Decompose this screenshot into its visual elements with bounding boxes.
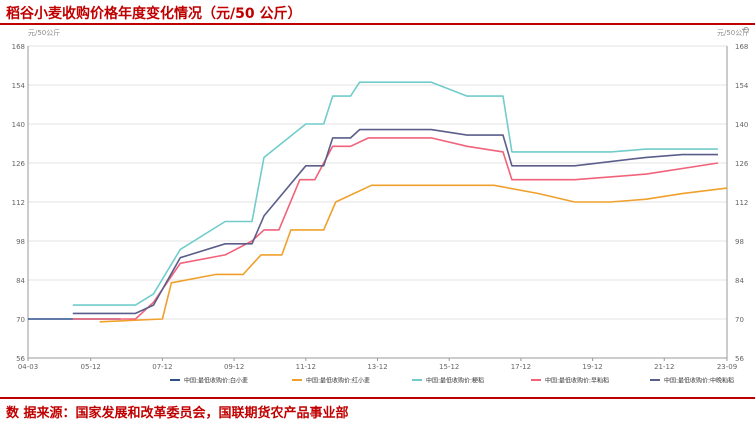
y-tick-label-right: 140 xyxy=(735,121,748,129)
title-bar: 稻谷小麦收购价格年度变化情况（元/50 公斤） xyxy=(0,0,755,25)
x-tick-labels: 04-03 05-12 07-12 09-12 11-12 13-12 15-12 17-12… xyxy=(18,358,737,371)
y-tick-label-left: 84 xyxy=(16,277,25,285)
y-tick-label-right: 154 xyxy=(735,82,749,90)
series-lines xyxy=(28,81,728,323)
y-tick-label-left: 112 xyxy=(12,199,25,207)
left-tick-labels: 56 70 84 98 112 126 140 154 168 xyxy=(12,43,26,363)
y-tick-label-left: 98 xyxy=(16,238,25,246)
title-rule xyxy=(0,23,755,25)
x-tick-label: 09-12 xyxy=(224,363,244,371)
x-tick-label: 07-12 xyxy=(152,363,172,371)
footer-rule xyxy=(0,397,755,399)
series-line-4 xyxy=(72,137,719,320)
y-tick-label-right: 168 xyxy=(735,43,748,51)
y-tick-label-right: 56 xyxy=(735,355,744,363)
gridlines xyxy=(28,45,727,359)
line-chart: 元/50公斤 元/50公斤 56 70 84 98 112 126 140 154 168 56… xyxy=(12,28,750,385)
x-tick-label: 04-03 xyxy=(18,363,38,371)
x-tick-label: 23-09 xyxy=(717,363,737,371)
x-tick-label: 13-12 xyxy=(367,363,387,371)
y-tick-label-right: 112 xyxy=(735,199,748,207)
legend-label-5: 中国:最低收购价:中晚籼稻 xyxy=(664,377,734,385)
legend-label-2: 中国:最低收购价:红小麦 xyxy=(306,377,370,385)
x-tick-label: 15-12 xyxy=(439,363,459,371)
left-axis-unit: 元/50公斤 xyxy=(28,28,60,37)
y-tick-label-left: 154 xyxy=(12,82,26,90)
y-tick-label-left: 70 xyxy=(16,316,25,324)
y-tick-label-right: 70 xyxy=(735,316,744,324)
series-line-2 xyxy=(99,184,728,323)
legend: 中国:最低收购价:白小麦 中国:最低收购价:红小麦 中国:最低收购价:粳稻 中国:最低… xyxy=(170,377,734,385)
series-line-3 xyxy=(72,81,718,306)
y-tick-label-right: 126 xyxy=(735,160,749,168)
y-tick-label-right: 98 xyxy=(735,238,744,246)
chart-title: 稻谷小麦收购价格年度变化情况（元/50 公斤） xyxy=(6,6,302,22)
chart-area: 元/50公斤 元/50公斤 56 70 84 98 112 126 140 154 168 56… xyxy=(0,25,755,395)
legend-label-1: 中国:最低收购价:白小麦 xyxy=(184,377,248,385)
y-tick-label-left: 140 xyxy=(12,121,25,129)
y-tick-label-left: 126 xyxy=(12,160,26,168)
y-tick-label-left: 168 xyxy=(12,43,25,51)
x-tick-label: 17-12 xyxy=(511,363,531,371)
x-tick-label: 19-12 xyxy=(582,363,602,371)
restore-icon[interactable]: ⟲ xyxy=(741,26,749,36)
right-tick-labels: 56 70 84 98 112 126 140 154 168 xyxy=(735,43,749,363)
x-tick-label: 21-12 xyxy=(654,363,674,371)
x-tick-label: 11-12 xyxy=(296,363,316,371)
y-tick-label-left: 56 xyxy=(16,355,25,363)
legend-label-4: 中国:最低收购价:早籼稻 xyxy=(545,377,609,385)
source-note: 数 据来源：国家发展和改革委员会，国联期货农产品事业部 xyxy=(6,406,349,421)
series-line-5 xyxy=(72,128,718,315)
y-tick-label-right: 84 xyxy=(735,277,744,285)
x-tick-label: 05-12 xyxy=(81,363,101,371)
legend-label-3: 中国:最低收购价:粳稻 xyxy=(426,377,484,385)
right-axis-unit: 元/50公斤 xyxy=(717,28,749,37)
